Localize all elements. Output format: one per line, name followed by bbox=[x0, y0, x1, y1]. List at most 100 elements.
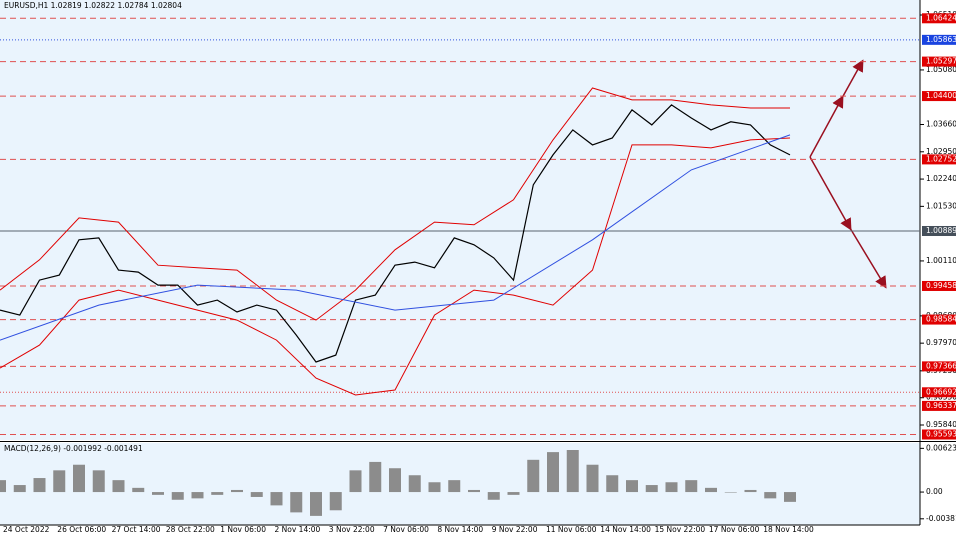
level-label-bg bbox=[922, 280, 956, 291]
level-label: 1.00889 bbox=[926, 226, 956, 235]
x-tick-label: 24 Oct 2022 bbox=[3, 525, 50, 534]
macd-bar bbox=[705, 487, 717, 493]
macd-bar bbox=[428, 482, 441, 493]
macd-bar bbox=[132, 487, 145, 493]
y-tick-label: 0.00 bbox=[926, 487, 943, 496]
level-label: 1.05863 bbox=[926, 35, 956, 44]
macd-bar bbox=[547, 452, 559, 493]
macd-bar bbox=[112, 480, 125, 493]
level-label: 1.02752 bbox=[926, 154, 956, 163]
arrow bbox=[809, 156, 852, 231]
y-tick-label: -0.003816 bbox=[926, 514, 956, 523]
macd-bar bbox=[784, 492, 796, 502]
macd-bar bbox=[586, 464, 599, 493]
level-label-bg bbox=[922, 56, 956, 67]
x-tick-label: 15 Nov 22:00 bbox=[655, 525, 706, 534]
main-pane bbox=[0, 0, 920, 440]
level-label-bg bbox=[922, 34, 956, 45]
macd-bar bbox=[665, 482, 678, 493]
macd-bar bbox=[606, 475, 619, 493]
level-label-bg bbox=[922, 387, 956, 398]
macd-bar bbox=[468, 489, 480, 493]
level-label: 0.97366 bbox=[926, 361, 956, 370]
x-tick-label: 11 Nov 06:00 bbox=[546, 525, 597, 534]
macd-bar bbox=[724, 492, 737, 493]
level-label-bg bbox=[922, 429, 956, 440]
macd-bar bbox=[487, 492, 500, 500]
macd-bar bbox=[231, 489, 243, 493]
level-label-bg bbox=[922, 314, 956, 325]
macd-bar bbox=[369, 461, 382, 493]
y-tick-label: 0.95840 bbox=[926, 420, 956, 429]
x-tick-label: 18 Nov 14:00 bbox=[763, 525, 814, 534]
level-label: 1.04400 bbox=[926, 91, 956, 100]
macd-bar bbox=[92, 470, 105, 493]
macd-bar bbox=[527, 459, 540, 493]
y-tick-label: 1.01530 bbox=[926, 201, 956, 210]
macd-bar bbox=[645, 485, 658, 493]
macd-bar bbox=[171, 492, 184, 500]
level-label: 1.06424 bbox=[926, 13, 956, 22]
arrow bbox=[841, 59, 864, 99]
x-tick-label: 1 Nov 06:00 bbox=[220, 525, 266, 534]
macd-bar bbox=[191, 492, 204, 499]
macd-bar bbox=[0, 480, 6, 493]
series-line bbox=[0, 104, 791, 363]
level-label: 0.95593 bbox=[926, 430, 956, 439]
level-label: 0.99458 bbox=[926, 281, 956, 290]
macd-bar bbox=[744, 489, 757, 493]
level-label-bg bbox=[922, 13, 956, 24]
x-tick-label: 2 Nov 14:00 bbox=[275, 525, 321, 534]
x-tick-label: 14 Nov 14:00 bbox=[600, 525, 651, 534]
macd-bar bbox=[566, 450, 579, 493]
level-label: 0.98584 bbox=[926, 315, 956, 324]
x-tick-label: 17 Nov 06:00 bbox=[709, 525, 760, 534]
arrow bbox=[809, 95, 844, 158]
level-label-bg bbox=[922, 225, 956, 236]
macd-bar bbox=[211, 492, 224, 495]
y-tick-label: 1.02950 bbox=[926, 147, 956, 156]
x-tick-label: 9 Nov 22:00 bbox=[492, 525, 538, 534]
macd-bar bbox=[448, 480, 461, 493]
macd-bar bbox=[33, 478, 46, 493]
level-label-bg bbox=[922, 400, 956, 411]
macd-bar bbox=[53, 470, 66, 493]
level-label-bg bbox=[922, 154, 956, 165]
y-tick-label: 0.006236 bbox=[926, 443, 956, 452]
level-label: 0.96337 bbox=[926, 401, 956, 410]
chart-title: EURUSD,H1 1.02819 1.02822 1.02784 1.0280… bbox=[4, 1, 182, 10]
level-label-bg bbox=[922, 91, 956, 102]
macd-bar bbox=[764, 492, 777, 499]
macd-bar bbox=[310, 492, 322, 516]
level-label: 1.05297 bbox=[926, 57, 956, 66]
macd-bar bbox=[270, 492, 283, 506]
macd-bar bbox=[507, 492, 520, 495]
y-tick-label: 1.02240 bbox=[926, 174, 956, 183]
macd-bar bbox=[349, 470, 362, 493]
macd-bar bbox=[329, 492, 342, 511]
macd-bar bbox=[408, 475, 421, 493]
macd-bar bbox=[290, 492, 303, 513]
level-label: 0.96692 bbox=[926, 387, 956, 396]
macd-bar bbox=[13, 485, 26, 493]
series-line bbox=[0, 137, 791, 396]
x-tick-label: 27 Oct 14:00 bbox=[112, 525, 161, 534]
x-tick-label: 28 Oct 22:00 bbox=[166, 525, 215, 534]
series-line bbox=[0, 87, 790, 321]
series-line bbox=[0, 134, 791, 341]
macd-bar bbox=[152, 492, 164, 495]
macd-bar bbox=[626, 480, 638, 493]
y-tick-label: 1.00110 bbox=[926, 256, 956, 265]
y-tick-label: 0.97970 bbox=[926, 338, 956, 347]
x-tick-label: 7 Nov 06:00 bbox=[383, 525, 429, 534]
y-tick-label: 1.03660 bbox=[926, 120, 956, 129]
macd-bar bbox=[389, 468, 401, 493]
macd-bar bbox=[685, 480, 698, 493]
level-label-bg bbox=[922, 361, 956, 372]
x-tick-label: 3 Nov 22:00 bbox=[329, 525, 375, 534]
x-tick-label: 8 Nov 14:00 bbox=[437, 525, 483, 534]
macd-bar bbox=[73, 464, 85, 493]
x-tick-label: 26 Oct 06:00 bbox=[57, 525, 106, 534]
macd-bar bbox=[250, 492, 263, 497]
